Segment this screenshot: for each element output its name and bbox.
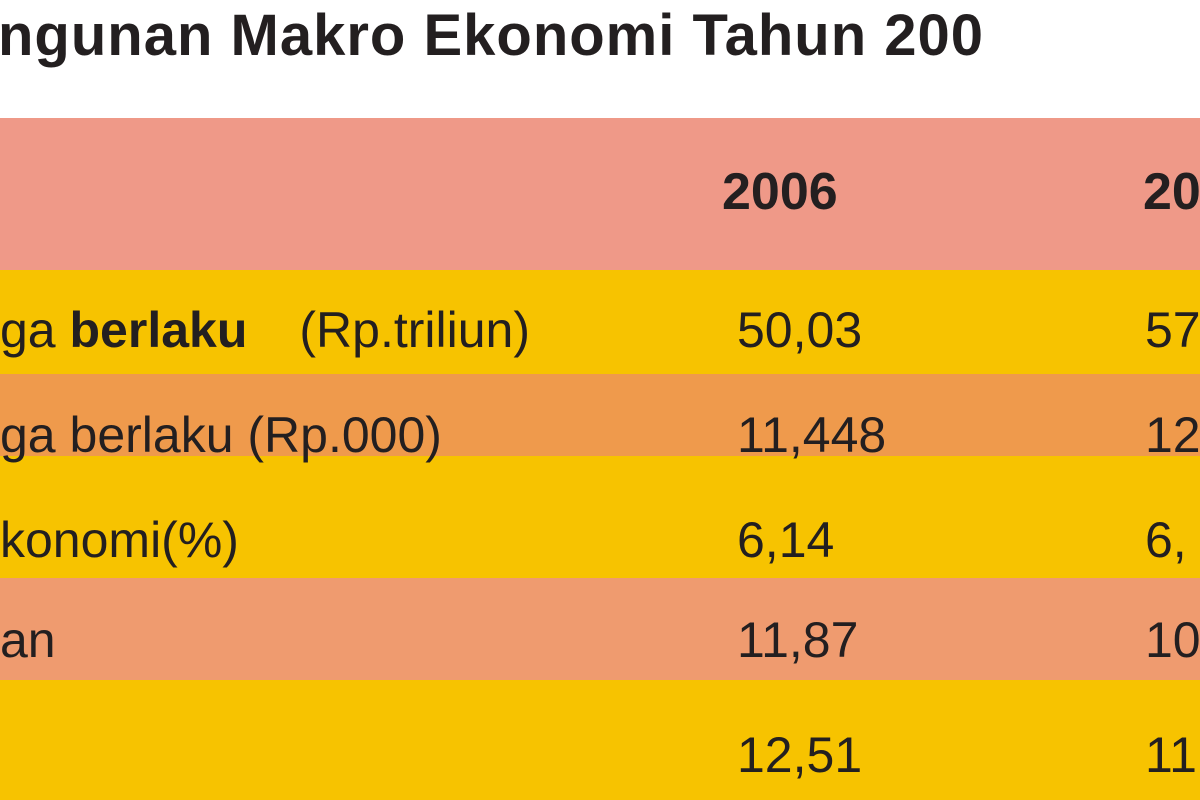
label-part: ga berlaku (Rp.000) xyxy=(0,407,442,463)
cell-value: 11,87 xyxy=(737,612,859,668)
title: ngunan Makro Ekonomi Tahun 200 xyxy=(0,3,985,68)
row xyxy=(0,578,1200,680)
label-part: konomi(%) xyxy=(0,512,239,568)
column-header: 20 xyxy=(1143,163,1200,221)
row-label: ga berlaku (Rp.triliun) xyxy=(0,305,530,355)
cell-value: 12,51 xyxy=(737,727,863,783)
row-label: konomi(%) xyxy=(0,515,239,565)
row xyxy=(0,374,1200,456)
cell-value: 11,448 xyxy=(737,407,887,463)
row xyxy=(0,456,1200,578)
cell-value: 11 xyxy=(1145,727,1197,783)
cell-value: 6, xyxy=(1145,512,1187,568)
cell-value: 12 xyxy=(1145,407,1200,463)
cell-value: 50,03 xyxy=(737,302,863,358)
label-part: berlaku xyxy=(69,302,248,358)
label-part: ga xyxy=(0,302,70,358)
column-header: 2006 xyxy=(722,163,838,221)
row xyxy=(0,270,1200,374)
row-label: an xyxy=(0,615,56,665)
cell-value: 10 xyxy=(1145,612,1200,668)
header-row xyxy=(0,118,1200,270)
label-part: (Rp.triliun) xyxy=(299,302,530,358)
cell-value: 57 xyxy=(1145,302,1200,358)
label-part: an xyxy=(0,612,56,668)
cell-value: 6,14 xyxy=(737,512,835,568)
row-label: ga berlaku (Rp.000) xyxy=(0,410,442,460)
row xyxy=(0,680,1200,800)
